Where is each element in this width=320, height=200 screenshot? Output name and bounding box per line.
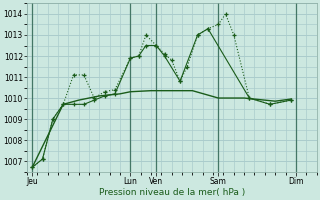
X-axis label: Pression niveau de la mer( hPa ): Pression niveau de la mer( hPa ) [99, 188, 245, 197]
